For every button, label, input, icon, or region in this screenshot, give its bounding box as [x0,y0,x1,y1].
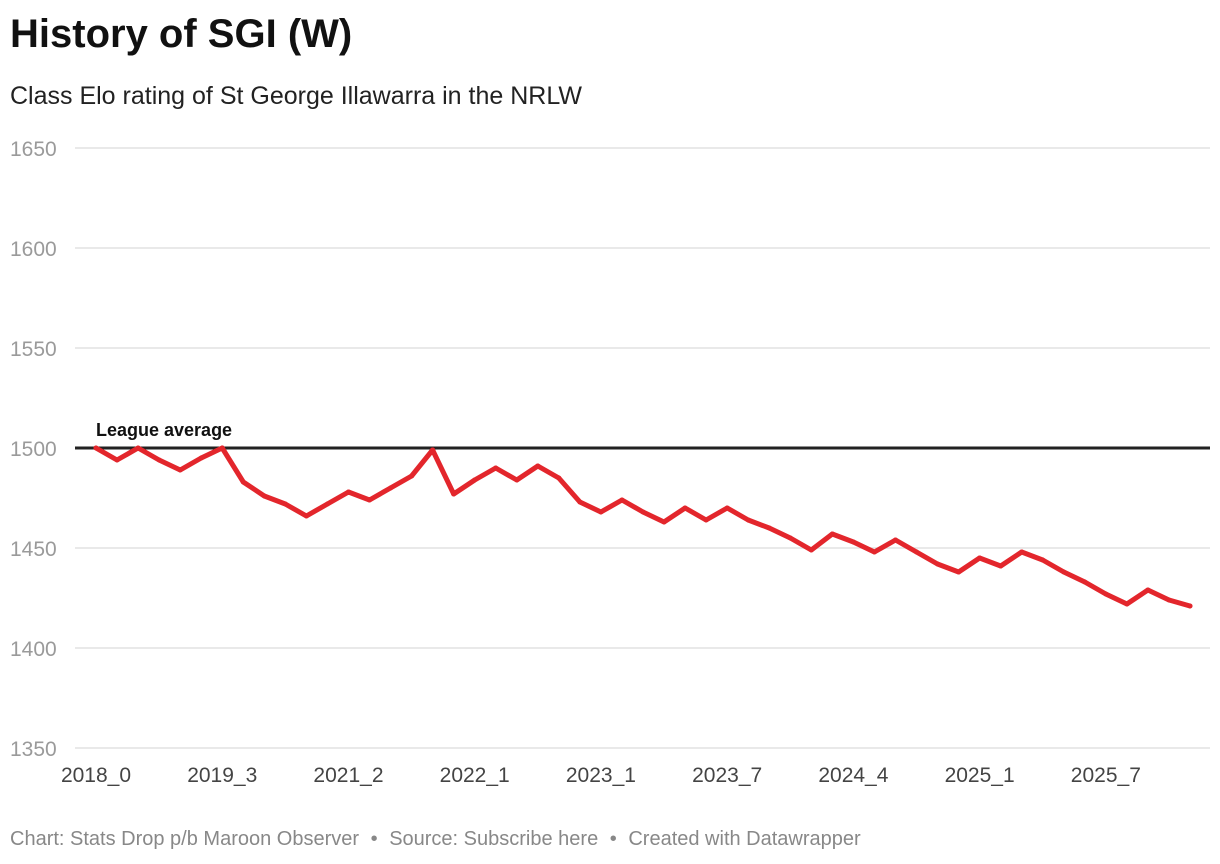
data-point[interactable] [682,505,688,511]
data-point[interactable] [261,493,267,499]
data-point[interactable] [619,497,625,503]
data-point[interactable] [914,549,919,555]
x-tick-label: 2018_0 [61,764,131,787]
data-point[interactable] [409,473,415,479]
x-tick-label: 2024_4 [818,764,888,787]
chart-credit: Chart: Stats Drop p/b Maroon Observer [10,828,360,850]
series-line [93,445,1193,609]
chart-title: History of SGI (W) [10,12,353,56]
data-point[interactable] [345,489,351,495]
data-point[interactable] [850,539,856,545]
data-point[interactable] [1019,549,1025,555]
x-tick-label: 2019_3 [187,764,257,787]
data-point[interactable] [935,561,941,567]
data-point[interactable] [998,563,1004,569]
data-point[interactable] [1187,603,1193,609]
data-point[interactable] [451,491,457,497]
data-point[interactable] [598,509,604,515]
data-point[interactable] [430,447,436,453]
y-tick-label: 1350 [10,738,57,761]
data-point[interactable] [808,547,814,553]
data-point[interactable] [1124,601,1130,607]
data-point[interactable] [303,513,309,519]
data-point[interactable] [135,445,141,451]
data-point[interactable] [93,445,99,451]
footer-separator: • [370,828,378,850]
line-chart: 1350 1400 1450 1500 1550 1600 1650 2018_0 2019_… [10,138,1210,787]
data-point[interactable] [219,445,225,451]
data-point[interactable] [240,479,246,485]
data-point[interactable] [324,501,330,507]
x-axis-ticks: 2018_0 2019_3 2021_2 2022_1 2023_1 2023_7 2024… [61,764,1141,787]
created-with: Created with Datawrapper [628,828,861,850]
data-point[interactable] [703,517,709,523]
data-point[interactable] [1103,591,1109,597]
data-point[interactable] [766,525,772,531]
data-point[interactable] [1166,597,1172,603]
y-tick-label: 1500 [10,438,57,461]
data-point[interactable] [177,467,183,473]
reference-line-group: League average [75,420,1210,450]
x-tick-label: 2022_1 [440,764,510,787]
grid-lines [75,147,1210,749]
data-point[interactable] [556,475,562,481]
league-average-label: League average [96,420,232,440]
data-point[interactable] [724,505,730,511]
chart-subtitle: Class Elo rating of St George Illawarra … [10,82,582,110]
y-tick-label: 1600 [10,238,57,261]
data-point[interactable] [367,497,372,503]
data-point[interactable] [535,463,541,469]
y-tick-label: 1450 [10,538,57,561]
footer: Chart: Stats Drop p/b Maroon Observer • … [10,828,861,851]
data-point[interactable] [493,465,499,471]
data-point[interactable] [472,477,478,483]
data-point[interactable] [1145,587,1151,593]
y-tick-label: 1550 [10,338,57,361]
data-point[interactable] [661,519,667,525]
data-point[interactable] [1082,579,1088,585]
x-tick-label: 2021_2 [313,764,383,787]
data-point[interactable] [1061,569,1067,575]
data-point[interactable] [871,549,877,555]
data-point[interactable] [198,455,204,461]
data-point[interactable] [829,531,835,537]
data-point[interactable] [514,477,520,483]
x-tick-label: 2025_1 [945,764,1015,787]
footer-separator: • [609,828,617,850]
series-group [93,445,1193,609]
data-point[interactable] [282,501,288,507]
y-tick-label: 1650 [10,138,57,161]
data-point[interactable] [745,517,751,523]
source-link[interactable]: Source: Subscribe here [389,828,599,850]
x-tick-label: 2023_7 [692,764,762,787]
y-axis-ticks: 1350 1400 1450 1500 1550 1600 1650 [10,138,57,761]
data-point[interactable] [640,509,646,515]
data-point[interactable] [577,499,583,505]
data-point[interactable] [977,555,983,561]
x-tick-label: 2025_7 [1071,764,1141,787]
data-point[interactable] [156,457,162,463]
data-point[interactable] [1040,557,1046,563]
y-tick-label: 1400 [10,638,57,661]
data-point[interactable] [787,535,793,541]
data-point[interactable] [388,485,394,491]
data-point[interactable] [114,457,120,463]
data-point[interactable] [956,569,962,575]
x-tick-label: 2023_1 [566,764,636,787]
data-point[interactable] [892,537,898,543]
